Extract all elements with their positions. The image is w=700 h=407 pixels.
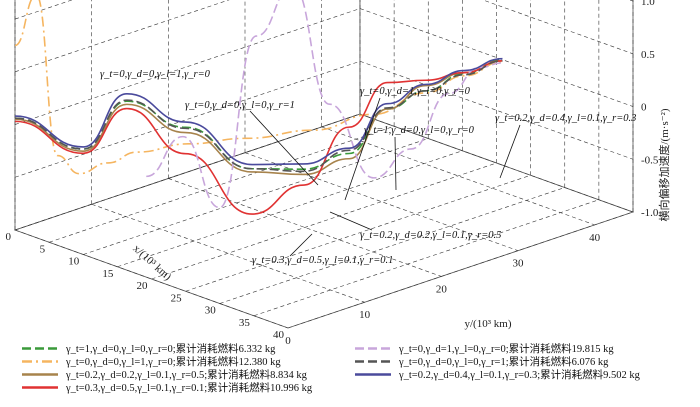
floor-grid-x <box>219 187 565 304</box>
floor-grid-x <box>253 199 599 317</box>
legend-entry: γ_t=0.2,γ_d=0.2,γ_l=0.1,γ_r=0.5;累计消耗燃料8.… <box>65 368 308 381</box>
back-grid-z <box>14 8 361 125</box>
series-annotation: γ_t=0,γ_d=0,γ_l=1,γ_r=0 <box>100 69 211 80</box>
legend-entry: γ_t=1,γ_d=0,γ_l=0,γ_r=0;累计消耗燃料6.332 kg <box>65 342 276 355</box>
y-tick-label: 30 <box>513 258 525 270</box>
x-tick-label: 15 <box>102 268 114 280</box>
series-annotation: γ_t=0.2,γ_d=0.2,γ_l=0.1,γ_r=0.5 <box>360 230 501 241</box>
annotation-leader <box>289 233 313 257</box>
annotation-leader <box>499 124 521 179</box>
annotation-leader <box>249 110 319 186</box>
right-grid-z <box>359 113 634 213</box>
series-annotation: γ_t=0,γ_d=1,γ_l=0,γ_r=0 <box>360 86 471 97</box>
right-grid-z <box>482 0 634 55</box>
x-tick-label: 10 <box>68 256 80 268</box>
annotation-leader <box>329 211 373 231</box>
legend-entry: γ_t=0.2,γ_d=0.4,γ_l=0.1,γ_r=0.3;累计消耗燃料9.… <box>398 368 641 381</box>
z-tick-label: 0.5 <box>641 49 655 61</box>
series-line-5 <box>14 60 503 173</box>
series-line-2 <box>14 60 503 176</box>
y-axis-label: y/(10³ km) <box>465 318 512 330</box>
x-tick-label: 20 <box>137 280 149 292</box>
legend-entry: γ_t=0,γ_d=0,γ_l=1,γ_r=0;累计消耗燃料12.380 kg <box>65 355 281 368</box>
series-annotation: γ_t=0.2,γ_d=0.4,γ_l=0.1,γ_r=0.3 <box>495 113 636 124</box>
annotation-leader <box>394 136 397 191</box>
series-annotation: γ_t=1,γ_d=0,γ_l=0,γ_r=0 <box>364 125 475 136</box>
y-tick-label: 20 <box>436 283 448 295</box>
z-tick-label: -0.5 <box>641 154 659 166</box>
y-tick-label: 0 <box>285 335 291 347</box>
chart-grid <box>14 0 634 329</box>
floor-grid-x <box>83 138 429 255</box>
x-tick-label: 5 <box>40 243 46 255</box>
back-grid-z <box>14 113 361 231</box>
legend-entry: γ_t=0.3,γ_d=0.5,γ_l=0.1,γ_r=0.1;累计消耗燃料10… <box>65 381 313 394</box>
y-tick-label: 10 <box>359 309 371 321</box>
z-tick-label: -1.0 <box>641 207 659 219</box>
x-tick-label: 35 <box>239 317 251 329</box>
chart-series <box>14 0 503 215</box>
legend-entry: γ_t=0,γ_d=1,γ_l=0,γ_r=0;累计消耗燃料19.815 kg <box>398 342 614 355</box>
x-tick-label: 40 <box>273 329 285 341</box>
legend-entry: γ_t=0,γ_d=0,γ_l=0,γ_r=1;累计消耗燃料6.076 kg <box>398 355 609 368</box>
floor-grid-x <box>49 125 395 243</box>
back-grid-z <box>14 60 361 178</box>
x-tick-label: 30 <box>205 305 217 317</box>
z-tick-label: 1.0 <box>641 0 655 8</box>
z-axis-label: 横向偏移加速度/(m·s⁻²) <box>657 108 671 221</box>
x-tick-label: 25 <box>171 292 183 304</box>
floor-grid-y <box>14 229 289 329</box>
series-annotation: γ_t=0.3,γ_d=0.5,γ_l=0.1,γ_r=0.1 <box>252 255 393 266</box>
annotation-leader <box>344 97 381 201</box>
y-tick-label: 40 <box>589 232 601 244</box>
floor-grid-x <box>287 211 634 329</box>
series-annotation: γ_t=0,γ_d=0,γ_l=0,γ_r=1 <box>185 100 295 111</box>
floor-grid-x <box>185 174 531 292</box>
series-line-1 <box>14 0 503 175</box>
right-grid-z <box>359 60 634 160</box>
series-line-3 <box>14 60 503 215</box>
x-tick-label: 0 <box>6 231 12 243</box>
series-line-6 <box>14 57 503 166</box>
right-grid-z <box>359 8 634 107</box>
floor-grid-y <box>244 152 519 251</box>
floor-grid-y <box>91 203 365 303</box>
series-line-4 <box>146 0 503 209</box>
series-line-0 <box>14 58 503 170</box>
chart-annotations: γ_t=0,γ_d=0,γ_l=1,γ_r=0 γ_t=0,γ_d=0,γ_l=0… <box>100 69 636 266</box>
z-tick-label: 0 <box>641 102 647 114</box>
floor-grid-x <box>117 150 463 268</box>
floor-grid-y <box>321 126 595 226</box>
floor-grid-x <box>151 162 497 280</box>
floor-grid-y <box>168 178 442 277</box>
chart-legend: γ_t=1,γ_d=0,γ_l=0,γ_r=0;累计消耗燃料6.332 kgγ_… <box>22 342 641 394</box>
